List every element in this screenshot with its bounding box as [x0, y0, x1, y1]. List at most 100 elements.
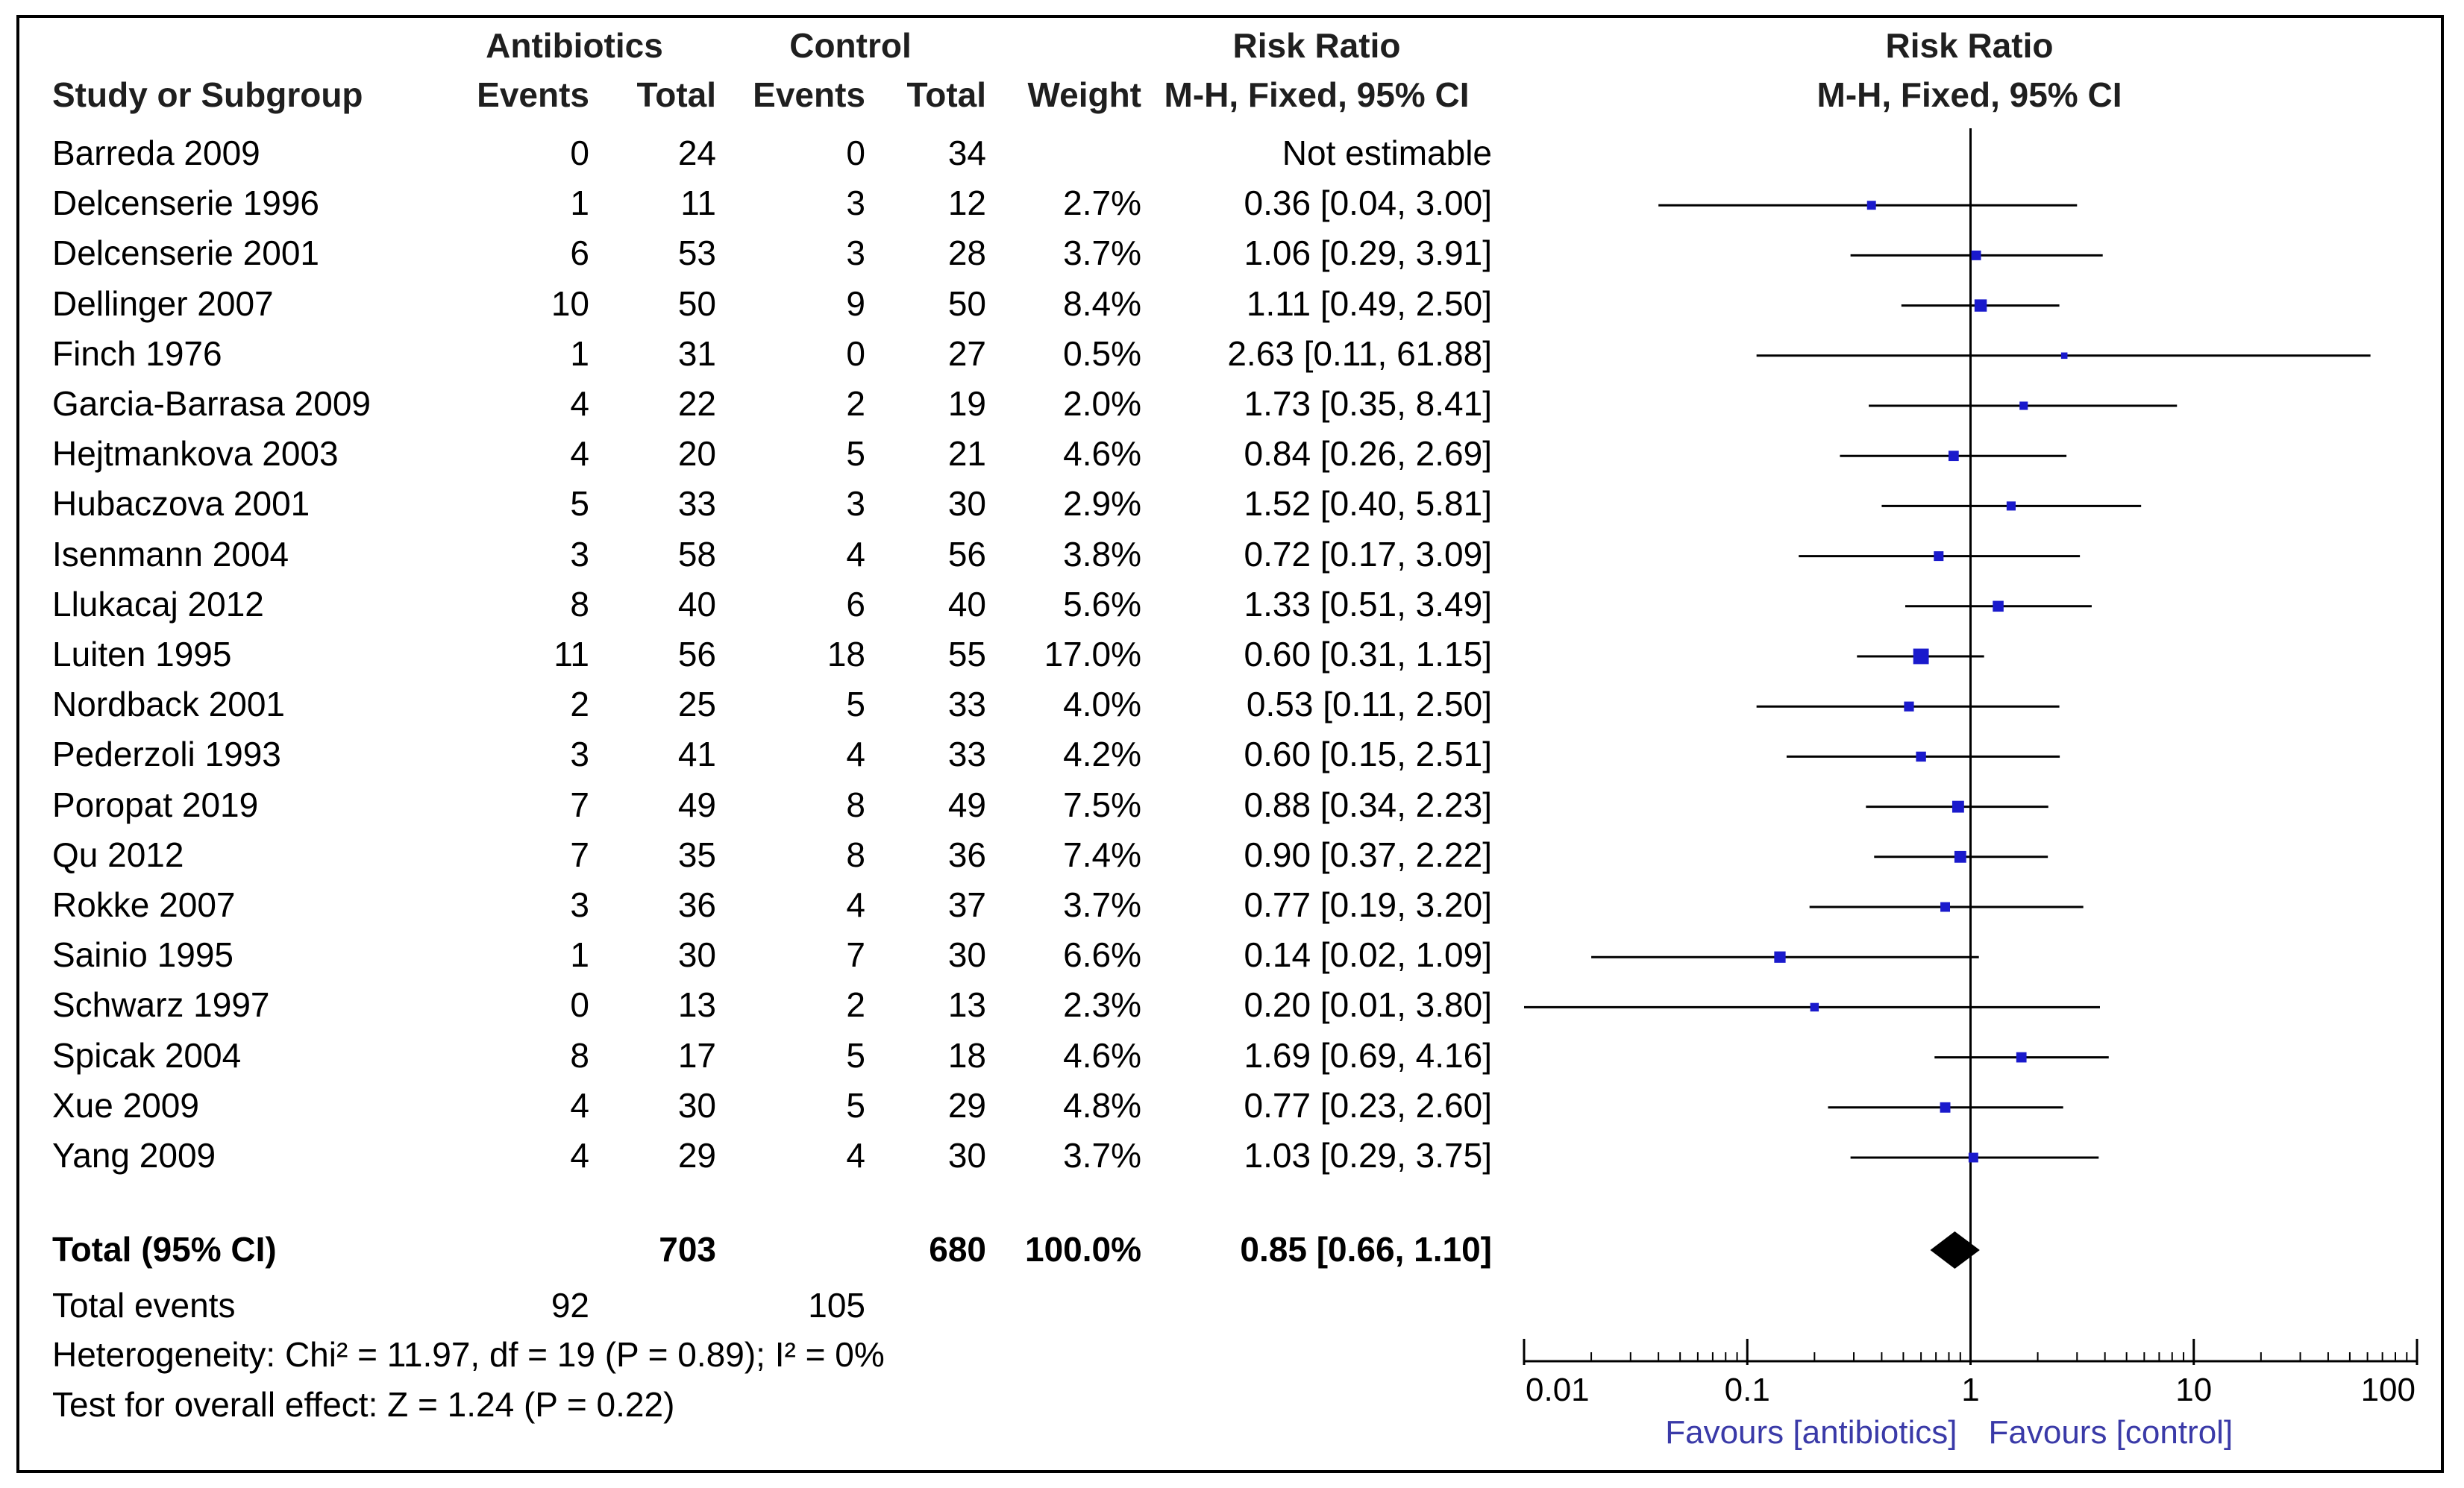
study-e1: 6 — [570, 233, 589, 273]
study-n1: 17 — [677, 1035, 716, 1075]
total-n2: 680 — [929, 1230, 986, 1269]
study-ci-text: 0.60 [0.15, 2.51] — [1244, 735, 1493, 774]
study-n1: 24 — [677, 134, 716, 172]
study-n2: 21 — [947, 434, 986, 474]
study-e1: 1 — [570, 183, 589, 223]
study-weight: 17.0% — [1044, 635, 1141, 674]
study-ci-text: 1.03 [0.29, 3.75] — [1244, 1136, 1493, 1175]
point-estimate — [1940, 902, 1950, 912]
study-weight: 2.7% — [1063, 183, 1141, 223]
study-ci-text: 0.77 [0.23, 2.60] — [1244, 1085, 1493, 1125]
point-estimate — [1940, 1102, 1951, 1113]
study-name: Sainio 1995 — [52, 935, 233, 975]
study-e2: 8 — [846, 835, 865, 874]
point-estimate — [1952, 800, 1964, 813]
study-e1: 3 — [570, 534, 589, 574]
study-n1: 30 — [677, 1085, 716, 1125]
study-e2: 4 — [846, 885, 865, 924]
total-n1: 703 — [659, 1230, 716, 1269]
study-e1: 4 — [570, 1136, 589, 1175]
study-weight: 3.7% — [1063, 1136, 1141, 1175]
study-n2: 18 — [947, 1035, 986, 1075]
study-e2: 5 — [846, 1035, 865, 1075]
study-e1: 10 — [551, 283, 589, 323]
point-estimate — [1993, 600, 2004, 612]
study-name: Barreda 2009 — [52, 134, 260, 172]
study-e1: 3 — [570, 735, 589, 774]
study-e1: 2 — [570, 685, 589, 724]
study-ci-text: 0.14 [0.02, 1.09] — [1244, 935, 1493, 975]
study-n1: 50 — [677, 283, 716, 323]
study-name: Finch 1976 — [52, 333, 222, 373]
study-ci-text: 1.73 [0.35, 8.41] — [1244, 384, 1493, 423]
pooled-diamond — [1930, 1231, 1980, 1269]
point-estimate — [1810, 1002, 1819, 1012]
point-estimate — [1948, 451, 1959, 462]
study-e2: 3 — [846, 183, 865, 223]
study-weight: 6.6% — [1063, 935, 1141, 975]
point-estimate — [1971, 250, 1981, 260]
tick-label: 1 — [1961, 1372, 1979, 1408]
study-name: Yang 2009 — [52, 1136, 216, 1175]
point-estimate — [2019, 401, 2028, 410]
study-n1: 35 — [677, 835, 716, 874]
study-e2: 9 — [846, 283, 865, 323]
study-e1: 8 — [570, 584, 589, 624]
study-e2: 0 — [846, 333, 865, 373]
study-n2: 30 — [947, 935, 986, 975]
study-e1: 7 — [570, 835, 589, 874]
study-n2: 33 — [947, 685, 986, 724]
point-estimate — [2006, 501, 2016, 511]
study-name: Delcenserie 2001 — [52, 233, 320, 273]
study-e2: 4 — [846, 1136, 865, 1175]
study-e2: 7 — [846, 935, 865, 975]
point-estimate — [1904, 701, 1914, 712]
study-n2: 49 — [947, 785, 986, 824]
header-total-2: Total — [906, 75, 986, 114]
study-e1: 0 — [570, 985, 589, 1025]
study-ci-text: 1.11 [0.49, 2.50] — [1246, 283, 1492, 323]
point-estimate — [1954, 850, 1966, 863]
header-weight: Weight — [1027, 75, 1141, 114]
study-n2: 19 — [947, 384, 986, 423]
study-e2: 6 — [846, 584, 865, 624]
study-e1: 11 — [554, 635, 589, 674]
study-e2: 18 — [827, 635, 865, 674]
study-name: Nordback 2001 — [52, 685, 285, 724]
overall-effect-text: Test for overall effect: Z = 1.24 (P = 0… — [52, 1385, 675, 1424]
study-n1: 13 — [677, 985, 716, 1025]
study-ci-text: 1.69 [0.69, 4.16] — [1244, 1035, 1493, 1075]
study-e2: 8 — [846, 785, 865, 824]
point-estimate — [1916, 751, 1926, 762]
point-estimate — [2016, 1052, 2027, 1063]
study-name: Llukacaj 2012 — [52, 584, 264, 624]
header-plot-method: M-H, Fixed, 95% CI — [1816, 75, 2122, 114]
study-n2: 12 — [947, 183, 986, 223]
study-n1: 31 — [677, 333, 716, 373]
study-n1: 30 — [677, 935, 716, 975]
study-weight: 3.8% — [1063, 534, 1141, 574]
tick-label: 100 — [2361, 1372, 2416, 1408]
point-estimate — [1974, 299, 1987, 312]
study-weight: 7.5% — [1063, 785, 1141, 824]
study-n1: 49 — [677, 785, 716, 824]
header-group1: Antibiotics — [486, 26, 663, 65]
study-n2: 40 — [947, 584, 986, 624]
study-e1: 1 — [570, 935, 589, 975]
study-n2: 37 — [947, 885, 986, 924]
study-n1: 11 — [680, 183, 716, 223]
study-weight: 8.4% — [1063, 283, 1141, 323]
total-ci: 0.85 [0.66, 1.10] — [1240, 1230, 1492, 1269]
header-study: Study or Subgroup — [52, 75, 363, 114]
study-n1: 29 — [677, 1136, 716, 1175]
study-e1: 4 — [570, 434, 589, 474]
study-name: Pederzoli 1993 — [52, 735, 281, 774]
study-weight: 3.7% — [1063, 885, 1141, 924]
study-e1: 1 — [570, 333, 589, 373]
study-n2: 55 — [947, 635, 986, 674]
study-ci-text: 2.63 [0.11, 61.88] — [1227, 333, 1492, 373]
study-ci-text: 0.20 [0.01, 3.80] — [1244, 985, 1493, 1025]
study-weight: 2.0% — [1063, 384, 1141, 423]
study-n1: 58 — [677, 534, 716, 574]
study-n2: 13 — [947, 985, 986, 1025]
